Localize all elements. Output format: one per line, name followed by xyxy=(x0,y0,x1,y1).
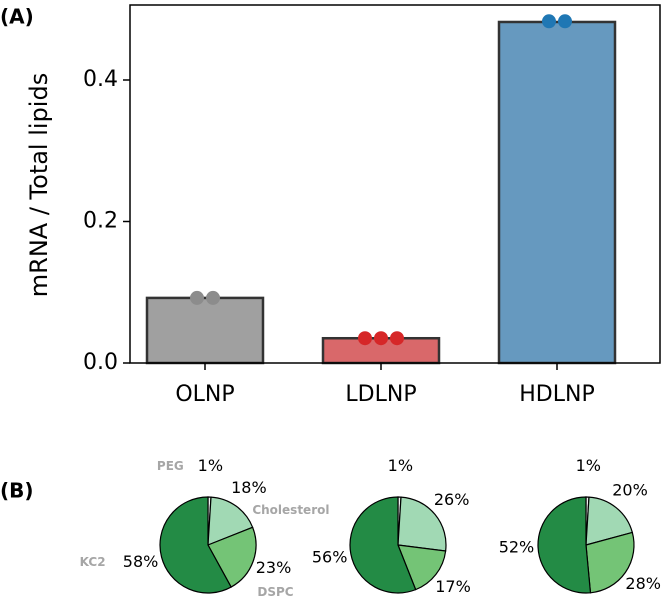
pie-category-label: KC2 xyxy=(80,555,106,569)
panel-label: (A) xyxy=(0,5,34,29)
bar xyxy=(145,296,265,365)
pie-value-label: 17% xyxy=(435,577,471,596)
data-point xyxy=(558,14,572,29)
pie-value-label: 26% xyxy=(434,490,470,509)
pie-slice xyxy=(397,496,447,552)
axes-frame xyxy=(129,4,661,364)
pie-slice xyxy=(349,496,417,594)
pie-slice xyxy=(585,531,635,594)
pie-category-label: PEG xyxy=(157,459,184,473)
data-point xyxy=(206,290,220,305)
data-point xyxy=(190,290,204,305)
pie-slice xyxy=(207,496,254,546)
bar xyxy=(497,20,617,365)
data-point xyxy=(358,331,372,346)
y-tick-label: 0.0 xyxy=(83,350,118,375)
pie-slice xyxy=(585,496,634,546)
pie-value-label: 1% xyxy=(198,456,223,475)
x-tick-label: OLNP xyxy=(175,382,234,407)
y-tick-label: 0.2 xyxy=(83,208,118,233)
pie-category-label: Cholesterol xyxy=(252,503,329,517)
pie-value-label: 1% xyxy=(388,456,413,475)
pie-slice xyxy=(159,496,232,594)
pie-value-label: 23% xyxy=(256,558,292,577)
pie-slice xyxy=(537,496,592,594)
pie-category-label: DSPC xyxy=(257,585,293,599)
x-tick-label: LDLNP xyxy=(345,382,416,407)
data-point xyxy=(374,331,388,346)
pie-value-label: 58% xyxy=(123,552,159,571)
data-point xyxy=(542,14,556,29)
pie-slice xyxy=(397,544,447,591)
pie-slice xyxy=(207,526,257,588)
pie-value-label: 52% xyxy=(499,538,535,557)
pie-value-label: 20% xyxy=(612,481,648,500)
y-axis-label: mRNA / Total lipids xyxy=(25,73,53,297)
panel-label: (B) xyxy=(0,479,34,503)
pie-value-label: 56% xyxy=(312,548,348,567)
data-point xyxy=(390,331,404,346)
y-tick-label: 0.4 xyxy=(83,67,118,92)
pie-value-label: 18% xyxy=(231,478,267,497)
pie-value-label: 1% xyxy=(576,456,601,475)
x-tick-label: HDLNP xyxy=(519,382,594,407)
pie-value-label: 28% xyxy=(625,574,661,593)
